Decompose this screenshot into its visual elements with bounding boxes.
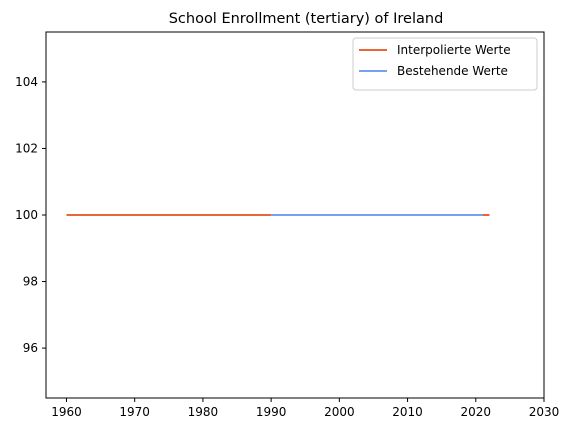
- x-tick-label: 2030: [529, 405, 560, 419]
- y-tick-label: 96: [23, 341, 38, 355]
- y-tick-label: 98: [23, 275, 38, 289]
- chart-title: School Enrollment (tertiary) of Ireland: [169, 11, 444, 27]
- x-tick-label: 1990: [256, 405, 287, 419]
- x-axis: 1960 1970 1980 1990 2000 2010 2020 2030: [51, 398, 559, 419]
- y-tick-label: 104: [15, 75, 38, 89]
- legend-label: Interpolierte Werte: [397, 43, 511, 57]
- x-tick-label: 1980: [188, 405, 219, 419]
- legend: Interpolierte Werte Bestehende Werte: [352, 37, 538, 91]
- x-tick-label: 1960: [51, 405, 82, 419]
- x-tick-label: 2020: [461, 405, 492, 419]
- y-axis: 96 98 100 102 104: [15, 75, 46, 355]
- x-tick-label: 2010: [392, 405, 423, 419]
- x-tick-label: 1970: [119, 405, 150, 419]
- x-tick-label: 2000: [324, 405, 355, 419]
- y-tick-label: 100: [15, 208, 38, 222]
- legend-label: Bestehende Werte: [397, 64, 508, 78]
- y-tick-label: 102: [15, 141, 38, 155]
- legend-box: [352, 37, 538, 91]
